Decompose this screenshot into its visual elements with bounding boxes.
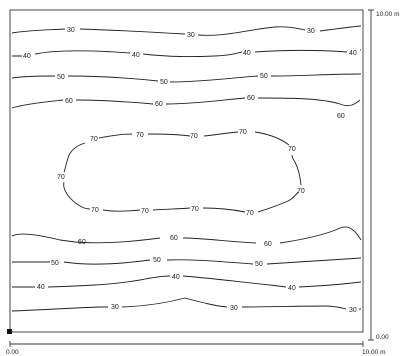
label-60-bottom-c: 60 [264,241,272,248]
label-50-bottom-a: 50 [51,260,59,267]
label-70-i: 70 [141,208,149,215]
label-70-a: 70 [90,136,98,143]
label-40-bottom-b: 40 [172,274,180,281]
label-60-top-b: 60 [155,101,163,108]
label-30-bottom-c: 30 [349,307,357,314]
label-40-top-a: 40 [23,53,31,60]
contour-40-bottom [12,275,362,288]
horizontal-dimension: 0.00 10.00 m [6,341,386,356]
label-70-f: 70 [297,188,305,195]
label-40-bottom-a: 40 [37,284,45,291]
label-60-bottom-a: 60 [78,239,86,246]
origin-marker [7,329,12,334]
label-50-bottom-b: 50 [153,257,161,264]
contour-70-closed [63,131,302,213]
label-70-g: 70 [57,174,65,181]
contour-30-bottom [11,297,361,312]
x-end-label: 10.00 m [362,349,386,356]
label-30-top-a: 30 [67,27,75,34]
label-70-c: 70 [190,133,198,140]
x-start-label: 0.00 [6,349,19,356]
label-30-top-b: 30 [187,32,195,39]
contour-40-top [12,49,361,58]
label-60-top-a: 60 [65,98,73,105]
label-70-k: 70 [246,210,254,217]
label-70-e: 70 [288,146,296,153]
contour-60-bottom [11,226,362,244]
contour-50-top [11,73,362,83]
area-frame [9,9,364,333]
contour-60-top [11,97,361,109]
label-70-h: 70 [91,207,99,214]
label-50-top-a: 50 [57,74,65,81]
label-60-bottom-b: 60 [170,235,178,242]
label-40-top-c: 40 [243,50,251,57]
label-40-top-b: 40 [132,52,140,59]
label-40-top-d: 40 [349,50,357,57]
label-70-d: 70 [239,129,247,136]
label-30-bottom-b: 30 [230,305,238,312]
label-70-b: 70 [136,132,144,139]
label-60-top-c: 60 [247,95,255,102]
label-50-top-b: 50 [160,79,168,86]
contour-50-bottom [12,257,362,265]
label-50-top-c: 50 [260,73,268,80]
label-30-bottom-a: 30 [111,304,119,311]
contour-30-top [11,25,362,36]
label-50-bottom-c: 50 [255,261,263,268]
label-60-top-d: 60 [337,113,345,120]
label-40-bottom-c: 40 [288,285,296,292]
y-start-label: 0.00 [376,334,389,341]
label-30-top-c: 30 [307,28,315,35]
label-70-j: 70 [191,206,199,213]
y-end-label: 10.00 m [376,11,400,18]
vertical-dimension: 10.00 m 0.00 [368,9,400,341]
